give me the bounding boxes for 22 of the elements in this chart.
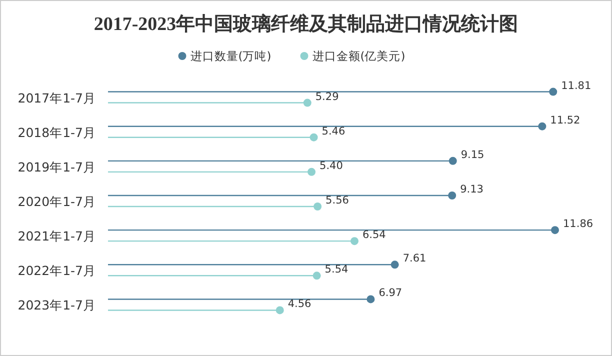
data-label: 6.54 bbox=[362, 229, 386, 242]
y-tick-label: 2022年1-7月 bbox=[18, 263, 96, 278]
y-tick-label: 2021年1-7月 bbox=[18, 228, 96, 244]
data-label: 9.13 bbox=[460, 184, 484, 196]
data-label: 5.54 bbox=[324, 264, 348, 276]
data-label: 5.40 bbox=[320, 160, 343, 172]
y-tick-label: 2019年1-7月 bbox=[18, 159, 96, 174]
data-label: 11.81 bbox=[561, 80, 592, 92]
y-tick-label: 2023年1-7月 bbox=[18, 298, 96, 313]
y-tick-label: 2020年1-7月 bbox=[18, 194, 96, 209]
data-label: 7.61 bbox=[402, 252, 426, 265]
data-label: 5.56 bbox=[326, 194, 350, 206]
y-tick-label: 2018年1-7月 bbox=[18, 124, 96, 140]
data-label: 5.46 bbox=[322, 125, 346, 138]
data-label: 4.56 bbox=[288, 298, 312, 310]
data-label: 5.29 bbox=[315, 90, 339, 103]
data-label: 11.86 bbox=[563, 218, 594, 230]
chart-title: 2017-2023年中国玻璃纤维及其制品进口情况统计图 bbox=[94, 13, 518, 35]
data-label: 9.15 bbox=[460, 148, 484, 161]
data-label: 11.52 bbox=[550, 114, 580, 126]
data-label: 6.97 bbox=[378, 287, 402, 300]
y-tick-label: 2017年1-7月 bbox=[18, 90, 96, 106]
